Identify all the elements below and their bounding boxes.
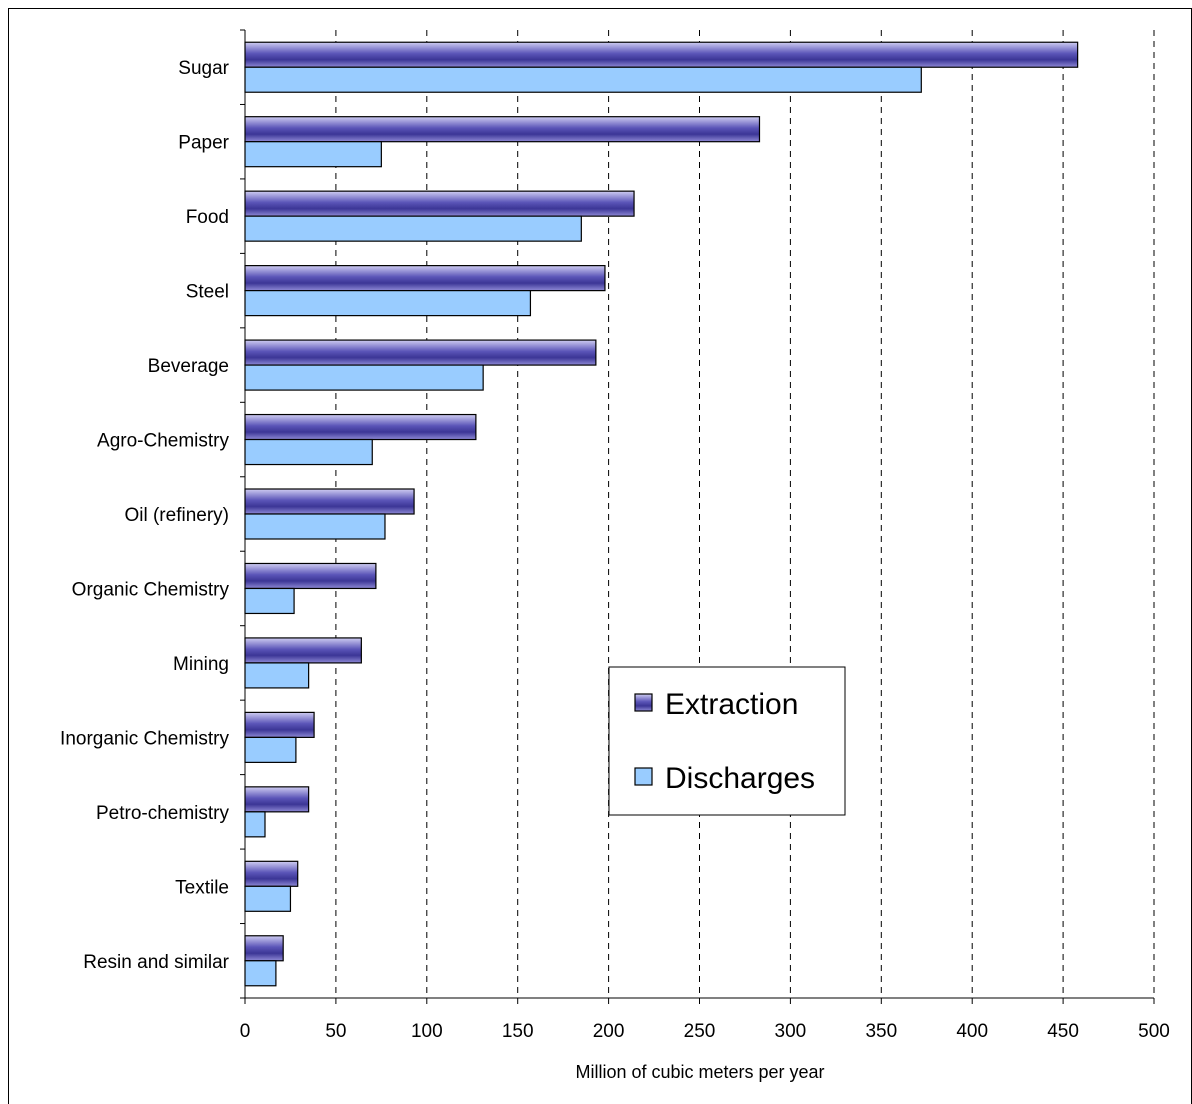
bar-extraction (244, 786, 310, 813)
category-label: Petro-chemistry (96, 803, 230, 824)
legend: Extraction Discharges (608, 666, 846, 816)
bar-discharges (244, 587, 295, 615)
gridlines (335, 30, 1155, 998)
bar-extraction (244, 116, 761, 143)
bar-discharges (244, 960, 277, 987)
category-label: Steel (186, 282, 229, 303)
bar-discharges (244, 290, 532, 317)
bar-extraction (244, 488, 415, 515)
x-tick-label: 250 (684, 1021, 716, 1042)
x-tick-label: 50 (325, 1021, 346, 1042)
bar-discharges (244, 438, 373, 466)
legend-box (608, 666, 846, 816)
axes: 0 50 100 150 200 250 300 350 400 450 500 Sugar Paper… (60, 29, 1170, 1042)
x-tick-label: 0 (240, 1021, 251, 1042)
category-label: Paper (178, 133, 229, 154)
x-tick-label: 500 (1138, 1021, 1170, 1042)
category-label: Inorganic Chemistry (60, 728, 229, 749)
category-label: Mining (173, 654, 229, 675)
legend-swatch (634, 767, 653, 786)
category-label: Beverage (148, 356, 229, 377)
bar-extraction (244, 413, 477, 441)
x-tick-label: 200 (593, 1021, 625, 1042)
category-label: Agro-Chemistry (97, 431, 229, 452)
bar-discharges (244, 141, 382, 168)
bar-extraction (244, 41, 1079, 68)
bar-extraction (244, 265, 606, 292)
bar-discharges (244, 662, 310, 689)
category-label: Textile (175, 877, 229, 898)
x-tick-label: 350 (865, 1021, 897, 1042)
category-label: Oil (refinery) (124, 505, 229, 526)
bar-discharges (244, 215, 582, 242)
bar-extraction (244, 711, 315, 738)
bar-discharges (244, 811, 266, 838)
legend-swatch (634, 693, 653, 712)
bar-extraction (244, 339, 597, 366)
x-tick-label: 100 (411, 1021, 443, 1042)
x-tick-label: 300 (775, 1021, 807, 1042)
x-tick-label: 450 (1047, 1021, 1079, 1042)
category-label: Food (186, 207, 229, 228)
bar-discharges (244, 736, 297, 763)
bar-extraction (244, 935, 284, 962)
category-label: Sugar (178, 58, 229, 79)
bar-extraction (244, 860, 299, 887)
x-axis-title: Million of cubic meters per year (575, 1062, 824, 1082)
legend-label: Extraction (665, 688, 798, 721)
bar-discharges (244, 513, 386, 540)
bar-discharges (244, 364, 484, 391)
legend-label: Discharges (665, 762, 815, 795)
bar-extraction (244, 562, 377, 590)
bar-extraction (244, 190, 635, 217)
category-label: Resin and similar (83, 952, 229, 973)
bar-discharges (244, 66, 922, 93)
x-tick-label: 150 (502, 1021, 534, 1042)
bars (244, 41, 1079, 987)
bar-extraction (244, 637, 362, 664)
category-label: Organic Chemistry (72, 579, 230, 600)
bar-discharges (244, 885, 292, 912)
x-tick-label: 400 (956, 1021, 988, 1042)
